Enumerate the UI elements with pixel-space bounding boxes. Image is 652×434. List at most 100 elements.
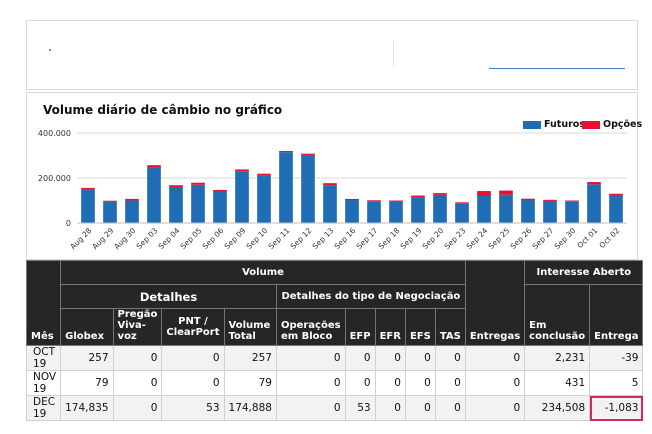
bar-opcoes	[565, 200, 579, 202]
bar-opcoes	[587, 182, 601, 185]
y-tick-label: 400.000	[38, 129, 71, 138]
bar-opcoes	[213, 189, 227, 192]
x-tick-label: Sep 25	[487, 226, 512, 251]
cell-efr: 0	[374, 345, 406, 371]
bar-futuros	[213, 191, 227, 223]
col-operacoes-bloco: Operações em Bloco	[275, 308, 346, 346]
cell-pregao: 0	[112, 370, 163, 396]
bar-futuros	[411, 197, 425, 223]
bar-futuros	[301, 155, 315, 223]
x-tick-label: Aug 29	[90, 226, 115, 251]
bar-futuros	[323, 185, 337, 223]
bar-opcoes	[235, 169, 249, 172]
cell-tas: 0	[434, 345, 466, 371]
bar-futuros	[455, 203, 469, 223]
bar-opcoes	[609, 193, 623, 196]
cell-efs: 0	[404, 370, 436, 396]
bar-opcoes	[433, 193, 447, 195]
cell-mes: OCT 19	[25, 345, 62, 371]
x-tick-label: Sep 18	[377, 226, 402, 251]
cell-entrega-highlighted: -1,083	[589, 395, 644, 421]
x-tick-label: Sep 12	[289, 226, 314, 251]
cell-globex: 174,835	[60, 395, 114, 421]
divider	[393, 41, 394, 67]
col-efp: EFP	[344, 308, 376, 346]
cell-conclusao: 234,508	[524, 395, 591, 421]
x-tick-label: Oct 01	[575, 226, 599, 250]
bar-opcoes	[125, 198, 139, 201]
top-panel	[26, 20, 638, 90]
bar-futuros	[125, 200, 139, 223]
bar-futuros	[279, 152, 293, 223]
bar-opcoes	[81, 187, 95, 190]
x-tick-label: Sep 04	[157, 226, 182, 251]
x-tick-label: Oct 02	[597, 226, 621, 250]
cell-globex: 257	[60, 345, 114, 371]
bar-futuros	[169, 187, 183, 223]
x-tick-label: Sep 09	[223, 226, 248, 251]
cell-bloco: 0	[275, 395, 346, 421]
cell-pnt: 0	[161, 370, 225, 396]
cell-pregao: 0	[112, 395, 163, 421]
bar-futuros	[389, 201, 403, 223]
cell-total: 174,888	[223, 395, 277, 421]
table-row: DEC 19 174,835 0 53 174,888 0 53 0 0 0 0…	[25, 395, 644, 421]
group-interesse: Interesse Aberto	[524, 260, 644, 285]
bar-futuros	[81, 189, 95, 223]
col-tas: TAS	[434, 308, 466, 346]
bar-opcoes	[169, 185, 183, 187]
bar-opcoes	[455, 202, 469, 204]
x-tick-label: Sep 06	[201, 226, 226, 251]
col-pregao: Pregão Viva-voz	[112, 308, 163, 346]
col-pnt: PNT / ClearPort	[161, 308, 225, 346]
cell-tas: 0	[434, 395, 466, 421]
col-globex: Globex	[60, 308, 114, 346]
cell-total: 257	[223, 345, 277, 371]
y-tick-label: 0	[66, 219, 71, 228]
bar-futuros	[609, 195, 623, 223]
cell-bloco: 0	[275, 345, 346, 371]
col-entregas: Entregas	[464, 260, 526, 346]
cell-pnt: 53	[161, 395, 225, 421]
bar-opcoes	[301, 153, 315, 156]
cell-entregas: 0	[464, 370, 526, 396]
cell-efp: 0	[344, 345, 376, 371]
cell-entrega: -39	[589, 345, 644, 371]
bar-futuros	[499, 194, 513, 223]
x-tick-label: Sep 24	[465, 226, 490, 251]
bar-opcoes	[367, 200, 381, 202]
bar-opcoes	[345, 198, 359, 201]
table-row: NOV 19 79 0 0 79 0 0 0 0 0 0 431 5	[25, 370, 644, 396]
link-underline[interactable]	[489, 68, 625, 69]
bar-futuros	[235, 171, 249, 223]
bar-futuros	[367, 201, 381, 223]
cell-mes: DEC 19	[25, 395, 62, 421]
chart-title: Volume diário de câmbio no gráfico	[43, 103, 283, 117]
bar-opcoes	[279, 151, 293, 153]
x-tick-label: Sep 11	[267, 226, 292, 251]
bar-futuros	[191, 184, 205, 223]
bar-opcoes	[477, 191, 491, 196]
x-tick-label: Sep 27	[531, 226, 556, 251]
bar-opcoes	[103, 200, 117, 202]
volume-table: Mês Volume Entregas Interesse Aberto Det…	[25, 260, 644, 421]
x-tick-label: Sep 23	[443, 226, 468, 251]
x-tick-label: Aug 30	[112, 226, 137, 251]
x-tick-label: Sep 26	[509, 226, 534, 251]
cell-mes: NOV 19	[25, 370, 62, 396]
bar-futuros	[565, 201, 579, 223]
cell-efr: 0	[374, 370, 406, 396]
x-tick-label: Sep 19	[399, 226, 424, 251]
cell-efp: 0	[344, 370, 376, 396]
bar-opcoes	[323, 183, 337, 186]
bar-opcoes	[521, 198, 535, 201]
cell-tas: 0	[434, 370, 466, 396]
x-tick-label: Sep 20	[421, 226, 446, 251]
table-row: OCT 19 257 0 0 257 0 0 0 0 0 0 2,231 -39	[25, 345, 644, 371]
legend-label-futuros: Futuros	[544, 119, 585, 130]
col-efs: EFS	[404, 308, 436, 346]
x-tick-label: Sep 30	[553, 226, 578, 251]
bar-futuros	[543, 200, 557, 223]
x-tick-label: Sep 05	[179, 226, 204, 251]
cell-bloco: 0	[275, 370, 346, 396]
